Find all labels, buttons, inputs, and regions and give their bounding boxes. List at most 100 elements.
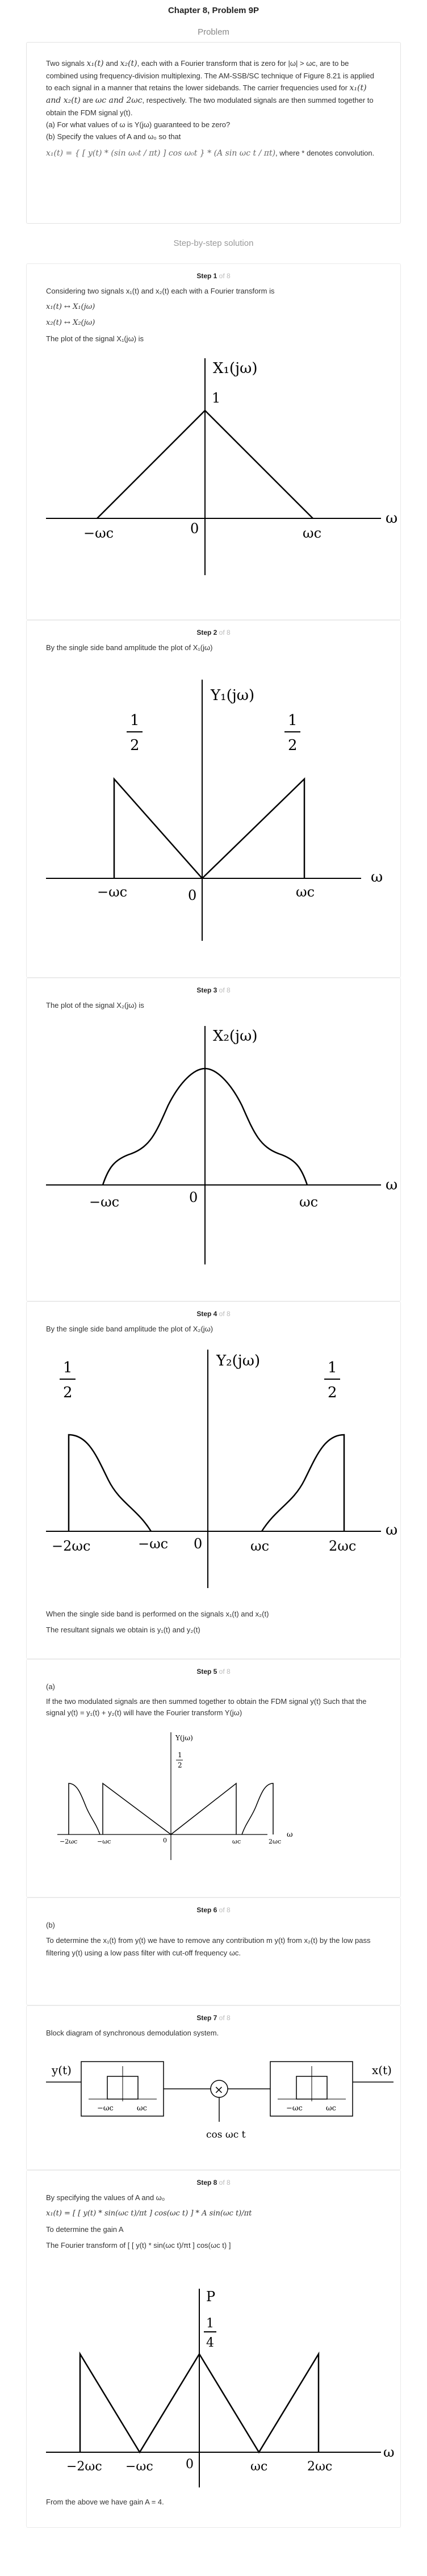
- step-3-label: Step 3 of 8: [196, 986, 231, 994]
- step-4-text: By the single side band amplitude the pl…: [46, 1325, 214, 1333]
- lpf-1-hi: ωc: [137, 2104, 147, 2113]
- step-5-label: Step 5 of 8: [196, 1668, 231, 1676]
- tick-2wc: 2ωc: [269, 1838, 281, 1845]
- step-7: Step 7 of 8 Block diagram of synchronous…: [26, 2005, 401, 2170]
- step-1-pair-1: x₁(t) ↔ X₁(jω): [46, 303, 95, 311]
- tick-zero: 0: [189, 1189, 198, 1205]
- step-1-pair-2: x₂(t) ↔ X₂(jω): [46, 319, 95, 327]
- tick-zero: 0: [186, 2457, 194, 2472]
- step-5: Step 5 of 8 (a) If the two modulated sig…: [26, 1659, 401, 1898]
- carrier-are: are: [82, 96, 94, 104]
- step-3-plot: X₂(jω) −ωc 0 ωc ω: [46, 1026, 397, 1264]
- step-5-plot: Y(jω) 1 2 −2ωc −ωc 0 ωc 2ωc ω: [57, 1732, 293, 1860]
- omega-axis-label: ω: [386, 1522, 397, 1539]
- step-5-text: If the two modulated signals are then su…: [46, 1697, 367, 1717]
- y-axis-label: Y(jω): [175, 1734, 193, 1742]
- lpf-2-lo: −ωc: [286, 2104, 303, 2113]
- problem-intro: Two signals x₁(t) and x₂(t), each with a…: [46, 57, 381, 119]
- step-3: Step 3 of 8 The plot of the signal X₂(jω…: [26, 978, 401, 1301]
- smooth-spectrum: [102, 1067, 308, 1186]
- half-den: 2: [178, 1761, 182, 1769]
- step-7-label: Step 7 of 8: [196, 2014, 231, 2022]
- step-4-plot: Y₂(jω) 1 2 1 2 −2ωc −ωc 0 ωc 2ωc ω: [46, 1350, 397, 1588]
- step-8-equation: x₁(t) = [ [ y(t) * sin(ωc t)/πt ] cos(ωc…: [46, 2209, 252, 2218]
- step-8-label: Step 8 of 8: [196, 2179, 231, 2187]
- omega-axis-label: ω: [371, 869, 383, 886]
- tick-wc: ωc: [296, 884, 315, 900]
- half-right-num: 1: [328, 1359, 337, 1376]
- carrier-label: cos ωc t: [206, 2129, 246, 2141]
- step-2: Step 2 of 8 By the single side band ampl…: [26, 620, 401, 978]
- tick-zero: 0: [163, 1837, 167, 1844]
- step-8-text-2: To determine the gain A: [46, 2225, 124, 2234]
- ssb-spectrum: [113, 777, 305, 879]
- tick-neg-wc: −ωc: [97, 884, 127, 900]
- tick-wc: ωc: [250, 1538, 269, 1554]
- step-6-part: (b): [46, 1921, 55, 1929]
- left-sideband: [68, 1434, 152, 1532]
- step-4-after-2: The resultant signals we obtain is y₁(t)…: [46, 1626, 200, 1634]
- problem-equation: x₁(t) = { [ y(t) * (sin ω₀t / πt) ] cos …: [46, 149, 276, 158]
- signal-x2: x₂(t): [120, 59, 137, 68]
- lpf-2: [270, 2061, 353, 2117]
- omega-axis-label: ω: [386, 1176, 397, 1193]
- half-left-den: 2: [130, 737, 140, 754]
- omega-axis-label: ω: [383, 2444, 395, 2460]
- step-2-plot: Y₁(jω) 1 2 1 2 −ωc 0 ωc ω: [46, 680, 383, 941]
- tick-neg-2wc: −2ωc: [52, 1538, 90, 1554]
- lpf-1-lo: −ωc: [97, 2104, 114, 2113]
- step-8-text-3: The Fourier transform of [ [ y(t) * sin(…: [46, 2241, 231, 2250]
- problem-intro-text-3: , respectively. The two modulated signal…: [46, 96, 374, 117]
- half-num: 1: [178, 1751, 182, 1759]
- tick-wc: ωc: [232, 1838, 241, 1845]
- half-right-num: 1: [288, 712, 298, 729]
- step-3-text: The plot of the signal X₂(jω) is: [46, 1001, 144, 1010]
- tick-neg-2wc: −2ωc: [60, 1838, 77, 1845]
- half-left-den: 2: [63, 1384, 73, 1401]
- step-4-after-1: When the single side band is performed o…: [46, 1610, 269, 1618]
- outer-left-band: [68, 1783, 101, 1835]
- step-7-text: Block diagram of synchronous demodulatio…: [46, 2029, 219, 2037]
- y-axis-label: Y₁(jω): [210, 687, 254, 704]
- tick-neg-2wc: −2ωc: [66, 2460, 102, 2474]
- half-right-den: 2: [288, 737, 298, 754]
- tick-neg-wc: −ωc: [138, 1536, 168, 1552]
- step-4: Step 4 of 8 By the single side band ampl…: [26, 1301, 401, 1659]
- tick-2wc: 2ωc: [329, 1538, 356, 1554]
- step-1-plot: X₁(jω) 1 −ωc 0 ωc ω: [46, 358, 397, 575]
- step-6-text: To determine the x₁(t) from y(t) we have…: [46, 1936, 371, 1957]
- half-left-num: 1: [63, 1359, 73, 1376]
- triangle-spectrum: [97, 409, 313, 519]
- problem-part-b: (b) Specify the values of A and ω₀ so th…: [46, 132, 181, 141]
- lpf-2-hi: ωc: [326, 2104, 336, 2113]
- problem-equation-note: , where * denotes convolution.: [275, 149, 375, 157]
- step-5-part: (a): [46, 1682, 55, 1691]
- tick-neg-wc: −ωc: [97, 1838, 111, 1845]
- right-sideband: [261, 1434, 345, 1532]
- step-8-text-1: By specifying the values of A and ω₀: [46, 2193, 165, 2202]
- half-right-den: 2: [328, 1384, 337, 1401]
- step-2-text: By the single side band amplitude the pl…: [46, 643, 213, 652]
- tick-neg-wc: −ωc: [125, 2460, 153, 2474]
- step-1-plot-caption: The plot of the signal X₁(jω) is: [46, 334, 144, 343]
- tick-zero: 0: [188, 887, 196, 903]
- y-axis-label: X₂(jω): [213, 1028, 257, 1045]
- carrier-signals: x₁(t) and x₂(t): [46, 83, 367, 105]
- step-1: Step 1 of 8 Considering two signals x₁(t…: [26, 263, 401, 620]
- step-8: Step 8 of 8 By specifying the values of …: [26, 2170, 401, 2528]
- outer-right-band: [241, 1783, 274, 1835]
- omega-axis-label: ω: [287, 1831, 293, 1839]
- chapter-title: Chapter 8, Problem 9P: [168, 6, 259, 15]
- problem-card: Two signals x₁(t) and x₂(t), each with a…: [26, 42, 401, 224]
- solution-heading: Step-by-step solution: [173, 238, 254, 248]
- tick-neg-wc: −ωc: [89, 1194, 119, 1210]
- quarter-den: 4: [206, 2336, 214, 2350]
- tick-zero: 0: [190, 521, 199, 537]
- step-7-diagram: y(t) −ωc ωc × cos ωc t −ωc ωc x(t): [46, 2061, 393, 2141]
- lpf-2-passband: [296, 2076, 328, 2100]
- problem-intro-text-2: , each with a Fourier transform that is …: [46, 59, 374, 92]
- step-2-label: Step 2 of 8: [196, 629, 231, 636]
- inner-bands: [102, 1782, 237, 1835]
- step-6: Step 6 of 8 (b) To determine the x₁(t) f…: [26, 1898, 401, 2005]
